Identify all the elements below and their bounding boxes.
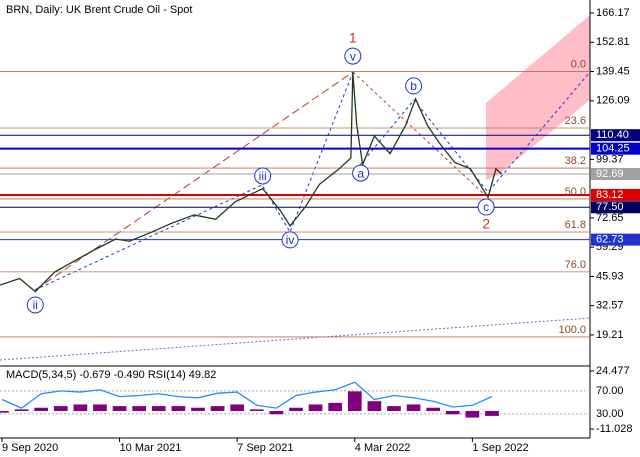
macd-bar xyxy=(73,404,88,412)
indicator-label: MACD(5,34,5) -0.679 -0.490 RSI(14) 49.82 xyxy=(6,369,216,381)
wave-circle xyxy=(281,231,299,249)
macd-bar xyxy=(465,411,480,418)
level-label: 110.40 xyxy=(596,129,629,141)
macd-bar xyxy=(426,407,441,412)
wave-line xyxy=(359,71,591,193)
macd-bar xyxy=(387,406,401,412)
y-tick-label: 166.17 xyxy=(596,7,630,19)
macd-bar xyxy=(249,409,264,412)
y-tick-label: 19.21 xyxy=(596,329,624,341)
wave-label: 2 xyxy=(482,216,490,232)
fib-label: 50.0 xyxy=(565,186,586,198)
macd-bar xyxy=(171,406,186,412)
macd-bar xyxy=(328,402,343,412)
macd-bar xyxy=(132,406,147,412)
level-label: 104.25 xyxy=(596,143,630,155)
chart-title: BRN, Daily: UK Brent Crude Oil - Spot xyxy=(6,4,192,16)
y-tick-label: 99.37 xyxy=(596,153,624,165)
macd-bar xyxy=(112,406,127,412)
macd-bar xyxy=(485,411,499,416)
x-tick-label: 1 Sep 2022 xyxy=(472,442,528,454)
fib-label: 100.0 xyxy=(558,324,586,336)
target-channel xyxy=(486,15,590,180)
level-box xyxy=(591,142,640,155)
level-label: 62.73 xyxy=(596,234,624,246)
macd-bar xyxy=(230,404,245,412)
macd-bar xyxy=(210,406,225,412)
wave-circle xyxy=(344,47,362,65)
y-tick-label: 72.65 xyxy=(596,212,624,224)
rsi-line xyxy=(1,381,493,409)
fib-label: 61.8 xyxy=(565,219,586,231)
macd-bar xyxy=(445,411,460,415)
wave-circle xyxy=(477,198,495,216)
fib-label: 23.6 xyxy=(565,115,586,127)
y-tick-label: 30.00 xyxy=(596,408,624,420)
macd-bar xyxy=(347,391,362,412)
macd-bar xyxy=(289,407,303,412)
wave-label: iv xyxy=(286,233,295,247)
macd-bar xyxy=(191,407,205,412)
wave-circle xyxy=(352,164,370,182)
y-tick-label: 24.477 xyxy=(596,365,630,377)
x-tick-label: 10 Mar 2021 xyxy=(120,442,182,454)
macd-bar xyxy=(367,401,382,412)
fib-label: 38.2 xyxy=(565,155,586,167)
level-label: 83.12 xyxy=(596,189,624,201)
level-box xyxy=(591,188,640,201)
macd-bar xyxy=(14,409,29,412)
macd-bar xyxy=(53,406,68,412)
macd-bar xyxy=(308,404,323,412)
level-box xyxy=(591,167,640,180)
wave-label: c xyxy=(483,200,489,214)
y-tick-label: 45.93 xyxy=(596,270,624,282)
wave-label: 1 xyxy=(349,30,357,46)
y-tick-label: 152.81 xyxy=(596,36,630,48)
wave-label: v xyxy=(350,49,356,63)
macd-bar xyxy=(151,406,166,412)
macd-bar xyxy=(34,407,49,412)
macd-bar xyxy=(269,411,284,415)
wave-circle xyxy=(26,296,44,314)
y-tick-label: 139.45 xyxy=(596,65,630,77)
y-tick-label: -11.028 xyxy=(596,423,633,435)
macd-bar xyxy=(406,404,421,412)
fib-label: 0.0 xyxy=(571,58,586,70)
trend-line xyxy=(0,317,591,361)
wave-circle xyxy=(254,167,272,185)
macd-bar xyxy=(0,411,9,413)
x-tick-label: 7 Sep 2021 xyxy=(237,442,293,454)
wave-label: b xyxy=(410,79,417,93)
macd-bar xyxy=(93,404,107,412)
y-tick-label: 126.09 xyxy=(596,95,630,107)
level-box xyxy=(591,201,640,214)
level-box xyxy=(591,233,640,246)
level-label: 77.50 xyxy=(596,201,624,213)
wave-line xyxy=(34,71,354,291)
trend-line xyxy=(352,71,486,196)
level-box xyxy=(591,129,640,142)
x-tick-label: 9 Sep 2020 xyxy=(2,442,58,454)
price-line xyxy=(0,72,503,293)
level-label: 92.69 xyxy=(596,168,624,180)
y-tick-label: 32.57 xyxy=(596,300,624,312)
wave-circle xyxy=(405,77,423,95)
wave-label: a xyxy=(357,166,364,180)
y-tick-label: 70.00 xyxy=(596,385,624,397)
fib-label: 76.0 xyxy=(565,259,586,271)
wave-label: ii xyxy=(33,298,38,312)
wave-label: iii xyxy=(259,169,267,183)
x-tick-label: 4 Mar 2022 xyxy=(355,442,411,454)
